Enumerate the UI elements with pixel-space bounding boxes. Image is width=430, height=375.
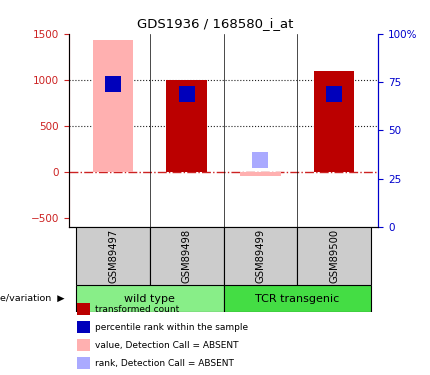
Text: GSM89498: GSM89498: [182, 229, 192, 283]
Point: [257, 157, 264, 163]
Point: [110, 81, 117, 87]
Bar: [76, 285, 224, 312]
Text: rank, Detection Call = ABSENT: rank, Detection Call = ABSENT: [95, 359, 233, 368]
Text: TCR transgenic: TCR transgenic: [255, 294, 339, 303]
Bar: [224, 227, 297, 285]
Bar: [314, 70, 354, 172]
Text: GSM89497: GSM89497: [108, 229, 118, 283]
Text: wild type: wild type: [124, 294, 175, 303]
Bar: [224, 285, 371, 312]
Text: GSM89500: GSM89500: [329, 229, 339, 283]
Text: genotype/variation  ▶: genotype/variation ▶: [0, 294, 64, 303]
Point: [183, 92, 190, 98]
Bar: [150, 227, 224, 285]
Bar: [93, 40, 133, 172]
Bar: [240, 172, 281, 176]
Text: value, Detection Call = ABSENT: value, Detection Call = ABSENT: [95, 341, 238, 350]
Bar: [166, 80, 207, 172]
Bar: [297, 227, 371, 285]
Text: GDS1936 / 168580_i_at: GDS1936 / 168580_i_at: [137, 17, 293, 30]
Text: transformed count: transformed count: [95, 305, 179, 314]
Text: percentile rank within the sample: percentile rank within the sample: [95, 323, 248, 332]
Text: GSM89499: GSM89499: [255, 229, 265, 283]
Point: [331, 92, 338, 98]
Bar: [76, 227, 150, 285]
